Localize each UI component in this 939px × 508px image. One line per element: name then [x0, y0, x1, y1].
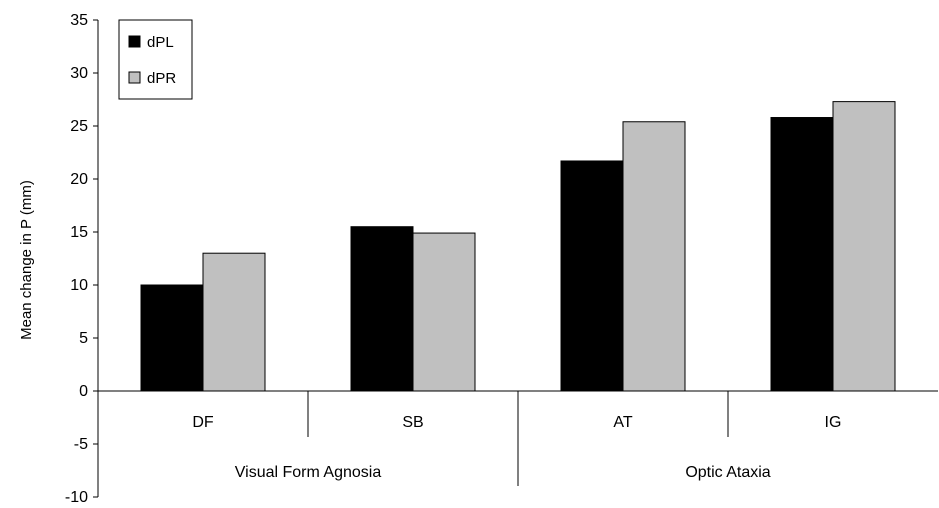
bar-dpr-df [202, 252, 266, 392]
category-label-at: AT [613, 414, 632, 431]
legend-box [118, 19, 193, 100]
bar-dpl-df [140, 284, 204, 392]
y-axis-title: Mean change in P (mm) [18, 180, 35, 340]
y-tick-label: -10 [65, 489, 88, 506]
bar-dpr-sb [412, 232, 476, 392]
y-tick-label: 20 [70, 171, 88, 188]
bar-dpr-ig [832, 101, 896, 392]
y-tick-label: 15 [70, 224, 88, 241]
y-tick-label: 10 [70, 277, 88, 294]
y-tick-label: -5 [74, 436, 88, 453]
bar-dpl-sb [350, 226, 414, 392]
category-label-ig: IG [825, 414, 842, 431]
bar-dpr-at [622, 121, 686, 392]
legend-label-dpl: dPL [147, 34, 174, 51]
group-label: Optic Ataxia [685, 464, 770, 481]
legend-swatch-dpl [128, 35, 141, 48]
category-label-df: DF [192, 414, 214, 431]
y-tick-label: 25 [70, 118, 88, 135]
y-tick-label: 5 [79, 330, 88, 347]
bar-dpl-ig [770, 117, 834, 392]
legend-label-dpr: dPR [147, 70, 176, 87]
legend-swatch-dpr [128, 71, 141, 84]
category-label-sb: SB [402, 414, 423, 431]
y-tick-label: 35 [70, 12, 88, 29]
legend: dPL dPR [118, 19, 193, 100]
y-tick-label: 30 [70, 65, 88, 82]
y-tick-label: 0 [79, 383, 88, 400]
bar-dpl-at [560, 160, 624, 392]
group-label: Visual Form Agnosia [235, 464, 382, 481]
